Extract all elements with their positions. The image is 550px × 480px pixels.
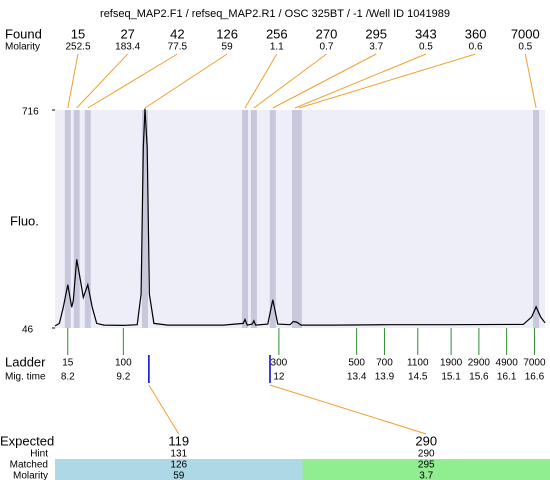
found-molarity: 0.5 — [518, 42, 532, 53]
ladder-label: Ladder — [5, 354, 46, 369]
expected-label: Expected — [0, 433, 54, 448]
found-band — [250, 110, 257, 328]
found-connector — [272, 53, 377, 109]
found-molarity: 0.5 — [419, 42, 433, 53]
hint-value: 131 — [170, 449, 187, 460]
found-molarity: 0.7 — [320, 42, 334, 53]
found-connector — [298, 53, 476, 109]
found-size: 270 — [316, 26, 338, 41]
molarity-label: Molarity — [5, 42, 40, 53]
trace-line — [54, 108, 546, 327]
found-band — [292, 110, 298, 328]
found-band — [533, 110, 540, 328]
found-connector — [253, 53, 327, 109]
ladder-time: 15.6 — [469, 372, 489, 383]
ladder-size: 100 — [115, 358, 132, 369]
matched-value: 295 — [418, 460, 435, 471]
found-connector — [67, 53, 79, 109]
matched-label: Matched — [10, 460, 48, 471]
found-size: 42 — [170, 26, 184, 41]
ladder-size: 7000 — [523, 358, 546, 369]
ladder-time: 15.1 — [441, 372, 461, 383]
found-connector — [87, 53, 178, 109]
matched-bar — [55, 459, 303, 480]
expected-size: 119 — [168, 433, 189, 448]
found-molarity: 59 — [222, 42, 234, 53]
found-size: 27 — [120, 26, 134, 41]
found-molarity: 3.7 — [369, 42, 383, 53]
found-molarity: 252.5 — [65, 42, 90, 53]
found-molarity: 183.4 — [115, 42, 140, 53]
found-connector — [244, 53, 278, 109]
found-size: 360 — [465, 26, 487, 41]
ladder-size: 700 — [376, 358, 393, 369]
matched-bar — [302, 459, 550, 480]
found-label: Found — [5, 26, 42, 41]
ladder-time: 13.4 — [347, 372, 367, 383]
found-connector — [76, 53, 129, 109]
ladder-time: 8.2 — [61, 372, 75, 383]
ladder-size: 15 — [62, 358, 74, 369]
hint-value: 290 — [418, 449, 435, 460]
ladder-time: 13.9 — [375, 372, 395, 383]
ladder-size: 2900 — [468, 358, 491, 369]
hint-label: Hint — [30, 449, 48, 460]
found-connector — [524, 53, 537, 109]
found-band — [142, 110, 148, 328]
found-size: 256 — [266, 26, 288, 41]
y-tick-label: 716 — [22, 107, 39, 118]
ladder-time: 12 — [273, 372, 285, 383]
found-band — [84, 110, 91, 328]
matched-value: 126 — [170, 460, 187, 471]
chart-title: refseq_MAP2.F1 / refseq_MAP2.R1 / OSC 32… — [100, 8, 450, 20]
expected-size: 290 — [415, 433, 437, 448]
ladder-size: 500 — [348, 358, 365, 369]
found-band — [295, 110, 302, 328]
found-band — [64, 110, 71, 328]
mig-time-label: Mig. time — [5, 372, 46, 383]
ladder-time: 16.1 — [497, 372, 517, 383]
found-size: 7000 — [511, 26, 540, 41]
expected-molarity: 59 — [173, 471, 185, 480]
ladder-size: 300 — [271, 358, 288, 369]
expected-molarity: 3.7 — [419, 471, 433, 480]
ladder-time: 9.2 — [116, 372, 130, 383]
found-connector — [144, 53, 228, 109]
found-size: 126 — [216, 26, 238, 41]
y-axis-label: Fluo. — [10, 213, 39, 228]
ladder-time: 14.5 — [408, 372, 428, 383]
found-molarity: 0.6 — [469, 42, 483, 53]
ladder-size: 1100 — [407, 358, 429, 369]
found-molarity: 77.5 — [168, 42, 188, 53]
ladder-time: 16.6 — [525, 372, 545, 383]
expected-connector — [269, 384, 427, 435]
found-molarity: 1.1 — [270, 42, 284, 53]
found-size: 295 — [365, 26, 387, 41]
found-size: 15 — [71, 26, 85, 41]
expected-molarity-label: Molarity — [13, 471, 48, 480]
found-connector — [294, 53, 427, 109]
found-band — [73, 110, 80, 328]
found-band — [269, 110, 276, 328]
y-tick-label: 46 — [22, 325, 34, 336]
expected-connector — [148, 384, 180, 435]
ladder-size: 1900 — [440, 358, 463, 369]
found-band — [242, 110, 248, 328]
found-size: 343 — [415, 26, 437, 41]
ladder-size: 4900 — [496, 358, 519, 369]
